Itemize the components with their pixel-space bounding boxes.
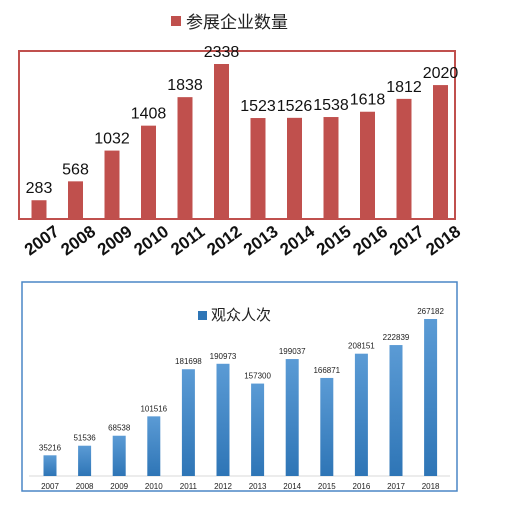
visitor-value-label-2009: 68538 [108, 424, 131, 433]
exhibitor-legend-swatch [171, 16, 181, 26]
exhibitor-year-tick-2012: 2012 [203, 222, 245, 260]
exhibitor-value-label-2018: 2020 [423, 65, 459, 82]
exhibitor-bar-2016 [360, 111, 375, 219]
visitor-bar-2012 [216, 363, 230, 476]
exhibitor-year-tick-2016: 2016 [349, 222, 391, 260]
visitor-bar-2018 [424, 319, 438, 476]
visitor-value-label-2010: 101516 [140, 404, 167, 413]
visitor-count-chart: 观众人次 35216 51536 68538 101516 181698 190973 15… [21, 281, 458, 492]
exhibitor-bar-2018 [433, 85, 448, 219]
visitor-value-label-2016: 208151 [348, 342, 375, 351]
visitor-bar-2009 [112, 435, 126, 476]
exhibitor-value-label-2011: 1838 [167, 77, 203, 94]
visitor-value-label-2014: 199037 [279, 347, 306, 356]
exhibitor-value-label-2016: 1618 [350, 92, 386, 109]
exhibitor-year-tick-2009: 2009 [94, 222, 136, 260]
visitor-value-label-2015: 166871 [313, 366, 340, 375]
exhibitor-year-tick-2013: 2013 [240, 222, 282, 260]
exhibitor-legend-label: 参展企业数量 [186, 13, 288, 33]
exhibitor-value-label-2008: 568 [62, 161, 89, 178]
visitor-bar-2011 [181, 369, 195, 476]
exhibitor-bar-2007 [31, 200, 47, 219]
visitor-bar-2013 [251, 383, 265, 476]
exhibitor-year-tick-2010: 2010 [130, 222, 172, 260]
exhibitor-bar-2011 [177, 97, 193, 219]
exhibitor-value-label-2009: 1032 [94, 131, 130, 148]
visitor-bar-2010 [147, 416, 161, 476]
visitor-year-tick-2017: 2017 [387, 482, 405, 491]
visitor-legend-label: 观众人次 [211, 306, 271, 324]
exhibitor-bar-2015 [323, 117, 339, 219]
visitor-bar-2007 [43, 455, 57, 476]
exhibitor-year-tick-2014: 2014 [276, 221, 318, 259]
visitor-year-tick-2009: 2009 [110, 482, 128, 491]
visitor-bar-2016 [354, 353, 368, 476]
visitor-value-label-2012: 190973 [210, 352, 237, 361]
exhibitor-bar-2012 [214, 64, 229, 219]
visitor-year-tick-2015: 2015 [318, 482, 336, 491]
exhibitor-bar-2013 [250, 118, 266, 219]
exhibitor-year-tick-2011: 2011 [167, 222, 208, 259]
visitor-chart-frame [21, 281, 458, 492]
visitor-year-tick-2011: 2011 [180, 482, 198, 491]
exhibitor-value-label-2014: 1526 [277, 98, 313, 115]
visitor-value-label-2018: 267182 [417, 307, 444, 316]
exhibitor-value-label-2017: 1812 [386, 79, 422, 96]
visitor-bar-2017 [389, 345, 403, 476]
visitor-year-tick-2013: 2013 [249, 482, 267, 491]
visitor-year-tick-2014: 2014 [283, 482, 301, 491]
visitor-value-label-2008: 51536 [73, 434, 96, 443]
exhibitor-year-tick-2018: 2018 [422, 222, 464, 260]
visitor-value-label-2011: 181698 [175, 357, 202, 366]
exhibitor-bar-2014 [287, 117, 302, 219]
exhibitor-year-tick-2008: 2008 [57, 222, 99, 260]
visitor-bar-2008 [78, 445, 92, 476]
visitor-bar-2015 [320, 377, 334, 476]
exhibitor-value-label-2012: 2338 [204, 44, 240, 61]
exhibitor-value-label-2013: 1523 [240, 98, 276, 115]
exhibitor-bar-2008 [68, 181, 83, 219]
visitor-year-tick-2008: 2008 [76, 482, 94, 491]
visitor-year-tick-2012: 2012 [214, 482, 232, 491]
visitor-year-tick-2007: 2007 [41, 482, 59, 491]
visitor-year-tick-2016: 2016 [353, 482, 371, 491]
visitor-value-label-2013: 157300 [244, 372, 271, 381]
exhibitor-year-tick-2017: 2017 [386, 222, 428, 260]
exhibitor-chart-frame [18, 50, 456, 220]
visitor-year-tick-2010: 2010 [145, 482, 163, 491]
visitor-value-label-2007: 35216 [39, 443, 62, 452]
exhibitor-bar-2009 [104, 150, 120, 219]
visitor-year-tick-2018: 2018 [422, 482, 440, 491]
exhibitor-year-tick-2015: 2015 [313, 222, 355, 260]
exhibitor-year-tick-2007: 2007 [21, 222, 63, 260]
visitor-legend-swatch [198, 311, 207, 320]
exhibitor-bar-2010 [141, 125, 156, 219]
visitor-value-label-2017: 222839 [383, 333, 410, 342]
visitor-bar-2014 [285, 359, 299, 476]
exhibitor-value-label-2010: 1408 [131, 106, 167, 123]
exhibitor-value-label-2015: 1538 [313, 97, 349, 114]
exhibitor-value-label-2007: 283 [26, 180, 53, 197]
exhibitor-bar-2017 [396, 98, 412, 219]
